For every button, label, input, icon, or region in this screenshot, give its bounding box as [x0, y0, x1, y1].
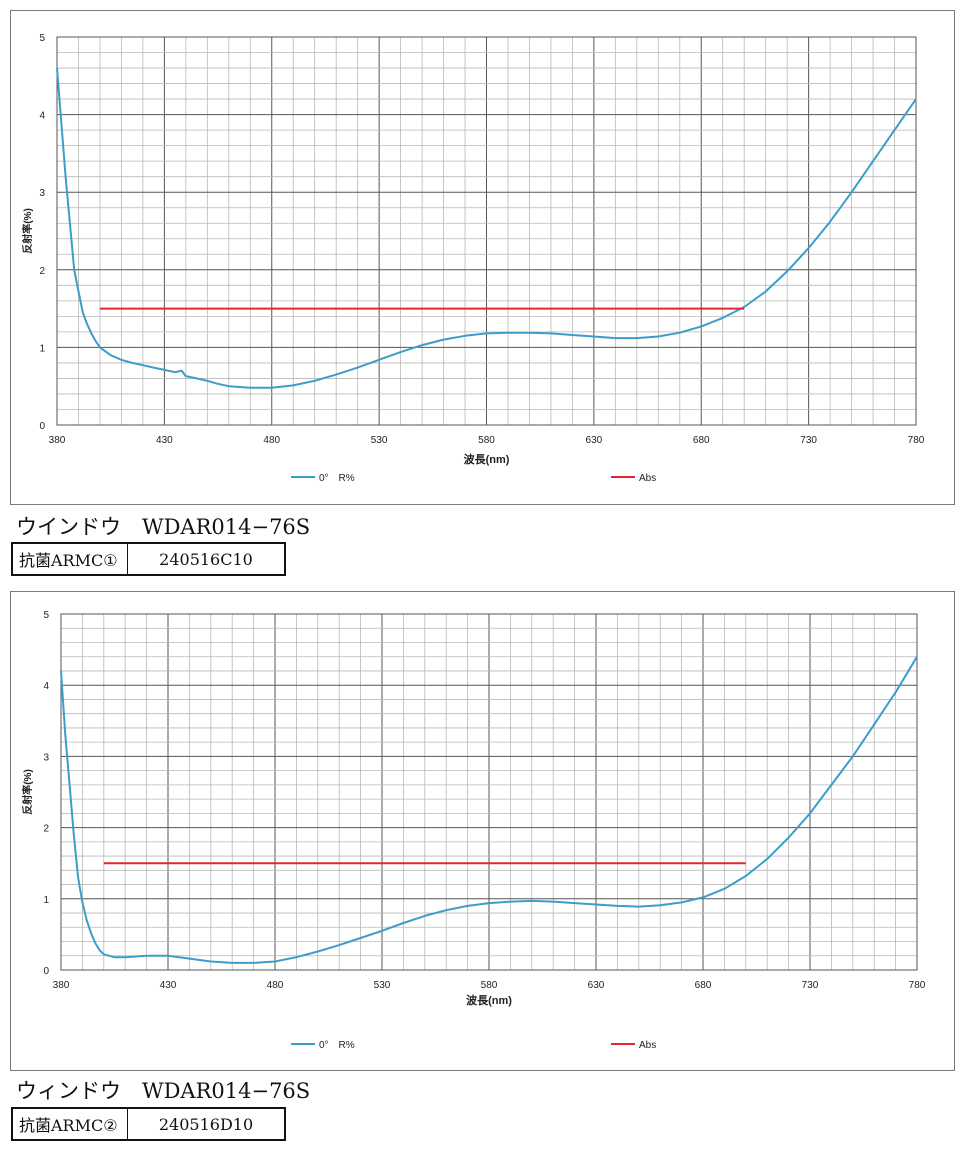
x-tick-label: 430: [156, 435, 173, 446]
reflectance-series-line: [60, 656, 918, 964]
sample-label-cell: 抗菌ARMC①: [13, 544, 128, 574]
x-tick-label: 380: [53, 980, 70, 991]
y-tick-label: 0: [43, 966, 49, 977]
x-tick-label: 480: [263, 435, 280, 446]
x-tick-label: 780: [909, 980, 926, 991]
x-tick-label: 530: [374, 980, 391, 991]
y-tick-label: 3: [39, 188, 45, 199]
y-tick-label: 5: [43, 610, 49, 621]
x-tick-label: 580: [478, 435, 495, 446]
x-tick-label: 380: [49, 435, 66, 446]
plot-area-border: [60, 613, 918, 971]
x-tick-label: 680: [693, 435, 710, 446]
x-tick-label: 530: [371, 435, 388, 446]
x-tick-label: 680: [695, 980, 712, 991]
reflectance-series-line: [56, 67, 917, 389]
y-axis-label: 反射率(%): [21, 769, 34, 815]
legend-label-reflectance: 0° R%: [319, 473, 355, 484]
sample-label-cell: 抗菌ARMC②: [13, 1109, 128, 1139]
y-tick-label: 5: [39, 33, 45, 44]
y-tick-label: 4: [39, 111, 45, 122]
y-tick-label: 3: [43, 752, 49, 763]
y-tick-label: 4: [43, 681, 49, 692]
y-tick-label: 1: [43, 895, 49, 906]
reflectance-chart-2: 380 430 480 530 580 630 680 730 780 0 1 2 3 4 5 波長(nm) 反…: [21, 610, 926, 1051]
chart-panel-1: 380 430 480 530 580 630 680 730 780 0 1 2 3 4 5 波長(nm) 反…: [10, 10, 955, 505]
y-tick-label: 0: [39, 421, 45, 432]
x-tick-label: 430: [160, 980, 177, 991]
legend-label-abs: Abs: [639, 1040, 656, 1051]
sample-lot-cell: 240516D10: [158, 1114, 254, 1134]
chart-panel-2: 380 430 480 530 580 630 680 730 780 0 1 2 3 4 5 波長(nm) 反…: [10, 591, 955, 1071]
y-tick-label: 1: [39, 343, 45, 354]
sample-id-table-1: 抗菌ARMC① 240516C10: [11, 542, 286, 576]
plot-area-border: [56, 36, 917, 426]
sample-lot-cell: 240516C10: [159, 549, 253, 569]
y-tick-label: 2: [39, 266, 45, 277]
x-tick-label: 730: [800, 435, 817, 446]
product-caption-1: ウインドウ WDAR014−76S: [16, 515, 311, 539]
legend-label-abs: Abs: [639, 473, 656, 484]
y-tick-label: 2: [43, 824, 49, 835]
x-axis-label: 波長(nm): [464, 452, 510, 466]
x-tick-label: 630: [586, 435, 603, 446]
x-tick-label: 730: [802, 980, 819, 991]
y-axis-label: 反射率(%): [21, 208, 34, 254]
x-tick-label: 480: [267, 980, 284, 991]
x-tick-label: 630: [588, 980, 605, 991]
x-axis-label: 波長(nm): [466, 993, 512, 1007]
reflectance-chart-1: 380 430 480 530 580 630 680 730 780 0 1 2 3 4 5 波長(nm) 反…: [21, 33, 925, 484]
sample-id-table-2: 抗菌ARMC② 240516D10: [11, 1107, 286, 1141]
product-caption-2: ウィンドウ WDAR014−76S: [16, 1079, 311, 1103]
x-tick-label: 580: [481, 980, 498, 991]
x-tick-label: 780: [908, 435, 925, 446]
legend-label-reflectance: 0° R%: [319, 1040, 355, 1051]
